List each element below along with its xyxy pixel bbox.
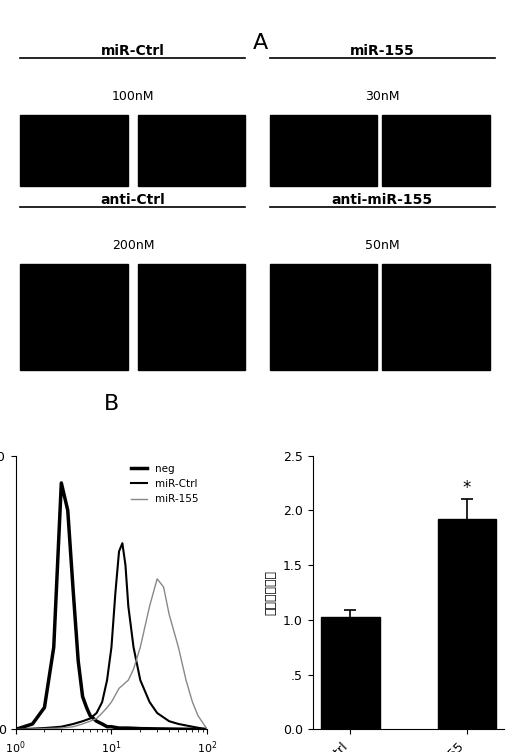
Text: anti-Ctrl: anti-Ctrl	[100, 193, 165, 207]
Text: *: *	[462, 479, 471, 497]
Text: 50nM: 50nM	[365, 239, 399, 253]
Text: 30nM: 30nM	[365, 90, 399, 104]
Legend: neg, miR-Ctrl, miR-155: neg, miR-Ctrl, miR-155	[128, 461, 202, 508]
Text: miR-155: miR-155	[350, 44, 414, 58]
Text: 200nM: 200nM	[112, 239, 154, 253]
FancyBboxPatch shape	[382, 264, 490, 370]
FancyBboxPatch shape	[270, 264, 378, 370]
FancyBboxPatch shape	[20, 264, 128, 370]
Text: anti-miR-155: anti-miR-155	[332, 193, 433, 207]
FancyBboxPatch shape	[138, 264, 245, 370]
FancyBboxPatch shape	[382, 115, 490, 186]
Text: A: A	[252, 33, 268, 53]
FancyBboxPatch shape	[138, 115, 245, 186]
Text: miR-Ctrl: miR-Ctrl	[101, 44, 165, 58]
Bar	[321, 617, 380, 729]
Bar	[438, 519, 496, 729]
Text: 100nM: 100nM	[112, 90, 154, 104]
FancyBboxPatch shape	[270, 115, 378, 186]
Text: B: B	[104, 395, 119, 414]
FancyBboxPatch shape	[20, 115, 128, 186]
Y-axis label: 相对荧光强度: 相对荧光强度	[265, 570, 278, 615]
